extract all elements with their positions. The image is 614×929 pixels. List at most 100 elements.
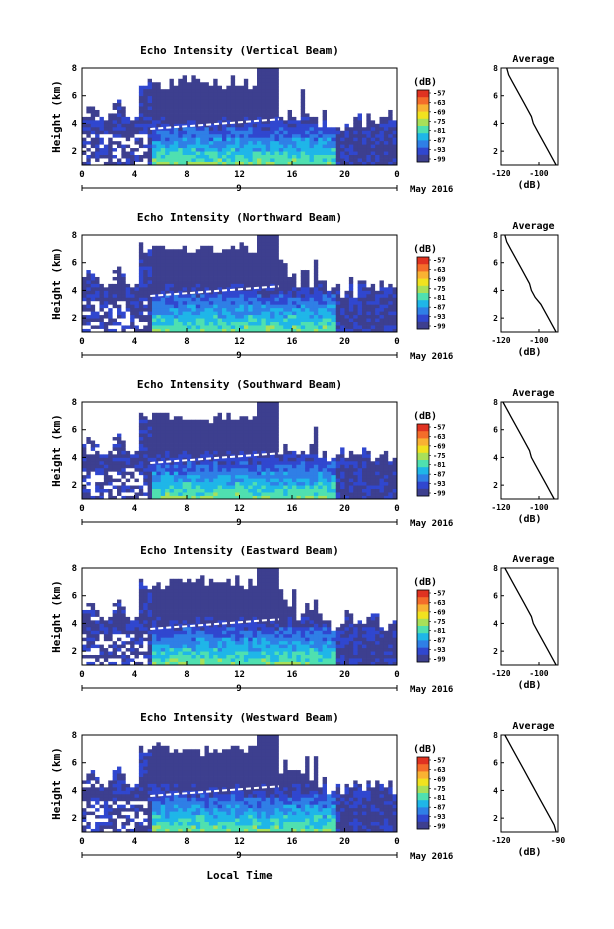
average-profile-line <box>504 234 557 333</box>
heat-cell <box>243 235 249 239</box>
heat-cell <box>125 415 131 420</box>
heat-cell <box>108 481 114 486</box>
heat-cell <box>191 443 197 448</box>
heat-cell <box>178 453 184 458</box>
heat-cell <box>287 88 293 93</box>
heat-cell <box>112 147 118 152</box>
heat-cell <box>130 154 135 159</box>
heat-cell <box>99 102 105 107</box>
heat-cell <box>331 262 337 267</box>
heat-cell <box>335 241 341 246</box>
heat-cell <box>222 252 227 257</box>
heat-cell <box>353 262 359 267</box>
heat-cell <box>178 290 184 295</box>
heat-cell <box>134 252 140 257</box>
heat-cell <box>252 259 258 264</box>
heat-cell <box>178 81 184 86</box>
heat-cell <box>287 328 293 333</box>
heat-cell <box>121 85 127 90</box>
heat-cell <box>173 440 179 444</box>
heat-cell <box>152 440 157 444</box>
heat-cell <box>187 126 192 131</box>
heat-cell <box>156 151 162 155</box>
heat-cell <box>283 259 289 264</box>
heat-cell <box>331 92 337 97</box>
heat-cell <box>370 123 376 128</box>
heat-cell <box>117 95 122 100</box>
heat-cell <box>200 71 205 76</box>
heat-cell <box>121 318 127 322</box>
heat-cell <box>305 99 310 104</box>
heat-cell <box>208 116 214 121</box>
heat-cell <box>160 415 166 420</box>
heat-cell <box>200 92 205 97</box>
heat-cell <box>99 74 105 79</box>
heat-cell <box>300 81 306 86</box>
heat-cell <box>283 95 289 100</box>
heat-cell <box>143 429 149 434</box>
heat-cell <box>156 429 162 434</box>
heat-cell <box>270 154 275 159</box>
heat-cell <box>173 314 179 319</box>
heat-cell <box>125 453 131 458</box>
heat-cell <box>200 74 205 79</box>
heat-cell <box>182 429 188 434</box>
heat-cell <box>335 328 341 333</box>
heat-cell <box>112 488 118 493</box>
heat-cell <box>95 151 100 155</box>
heat-cell <box>187 478 192 483</box>
heat-cell <box>213 133 219 138</box>
heat-cell <box>138 273 144 277</box>
heat-cell <box>217 259 223 264</box>
heat-cell <box>187 328 192 333</box>
heat-cell <box>152 130 157 135</box>
heat-cell <box>195 422 201 427</box>
heat-cell <box>270 137 275 142</box>
heat-cell <box>331 106 337 110</box>
heat-cell <box>379 144 385 149</box>
heat-cell <box>322 154 328 159</box>
heat-cell <box>383 300 389 305</box>
heat-cell <box>138 280 144 284</box>
heat-cell <box>222 276 227 281</box>
heat-cell <box>99 460 105 465</box>
heat-cell <box>200 241 205 246</box>
heat-cell <box>261 273 267 277</box>
heat-cell <box>82 402 87 406</box>
heat-cell <box>248 74 254 79</box>
heat-cell <box>200 467 205 472</box>
heat-cell <box>309 123 315 128</box>
heat-cell <box>357 102 363 107</box>
x-tick-label: 0 <box>394 170 399 180</box>
heat-cell <box>195 99 201 104</box>
heat-cell <box>257 99 262 104</box>
heat-cell <box>222 144 227 149</box>
heat-cell <box>156 154 162 159</box>
heat-cell <box>208 71 214 76</box>
heat-cell <box>156 474 162 479</box>
heat-cell <box>82 74 87 79</box>
heat-cell <box>309 328 315 333</box>
heat-cell <box>169 113 175 117</box>
heat-cell <box>160 453 166 458</box>
heat-cell <box>156 485 162 489</box>
heat-cell <box>200 126 205 131</box>
heat-cell <box>313 81 319 86</box>
heat-cell <box>313 92 319 97</box>
heat-cell <box>130 74 135 79</box>
heat-cell <box>243 245 249 250</box>
heat-cell <box>283 144 289 149</box>
heat-cell <box>112 235 118 239</box>
heat-cell <box>86 140 92 145</box>
heat-cell <box>375 300 380 305</box>
heat-cell <box>143 460 149 465</box>
heat-cell <box>147 419 153 424</box>
heat-cell <box>187 106 192 110</box>
heat-cell <box>147 460 153 465</box>
heat-cell <box>313 273 319 277</box>
heat-cell <box>318 151 324 155</box>
heat-cell <box>99 158 105 162</box>
heat-cell <box>239 269 245 274</box>
heat-cell <box>362 321 367 326</box>
heat-cell <box>82 123 87 128</box>
